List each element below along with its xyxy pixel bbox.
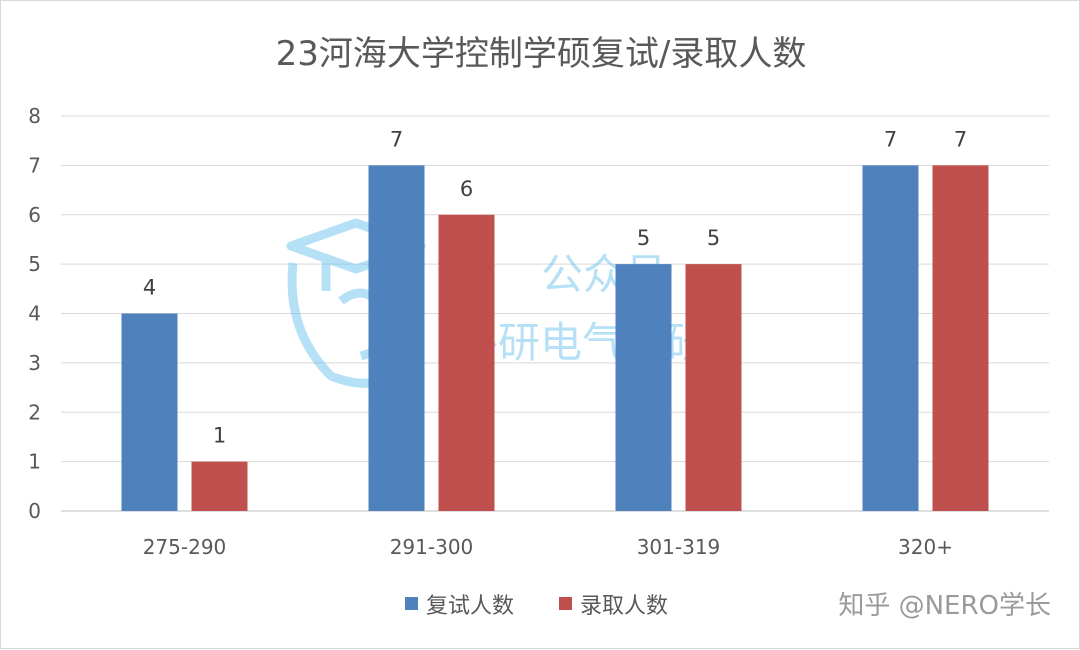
data-label: 1 bbox=[213, 424, 226, 448]
y-tick-label: 2 bbox=[28, 400, 41, 424]
x-axis-ticks: 275-290 291-300 301-319 320+ bbox=[143, 535, 953, 559]
data-label: 6 bbox=[460, 177, 473, 201]
x-tick-label: 301-319 bbox=[637, 535, 721, 559]
bar bbox=[862, 165, 919, 511]
y-tick-label: 6 bbox=[28, 203, 41, 227]
bar bbox=[438, 214, 495, 511]
data-label: 4 bbox=[143, 276, 156, 300]
y-tick-label: 4 bbox=[28, 302, 41, 326]
x-tick-label: 291-300 bbox=[390, 535, 474, 559]
x-tick-label: 275-290 bbox=[143, 535, 227, 559]
bar bbox=[191, 461, 248, 511]
legend-swatch bbox=[405, 597, 418, 610]
legend: 复试人数 录取人数 bbox=[405, 594, 668, 619]
data-label: 7 bbox=[954, 127, 967, 151]
data-label: 7 bbox=[884, 127, 897, 151]
data-label: 5 bbox=[707, 226, 720, 250]
data-label: 5 bbox=[637, 226, 650, 250]
bar bbox=[932, 165, 989, 511]
y-axis-ticks: 0 1 2 3 4 5 6 7 8 bbox=[28, 104, 41, 523]
y-tick-label: 0 bbox=[28, 499, 41, 523]
y-tick-label: 8 bbox=[28, 104, 41, 128]
bar bbox=[615, 264, 672, 511]
credit-text: 知乎 @NERO学长 bbox=[838, 591, 1051, 621]
bar bbox=[685, 264, 742, 511]
x-tick-label: 320+ bbox=[898, 535, 953, 559]
legend-swatch bbox=[559, 597, 572, 610]
y-tick-label: 7 bbox=[28, 153, 41, 177]
legend-label: 复试人数 bbox=[426, 594, 514, 619]
bar bbox=[368, 165, 425, 511]
bars bbox=[121, 165, 989, 511]
data-label: 7 bbox=[390, 127, 403, 151]
legend-label: 录取人数 bbox=[580, 594, 668, 619]
chart-title: 23河海大学控制学硕复试/录取人数 bbox=[276, 34, 807, 74]
bar bbox=[121, 313, 178, 511]
y-tick-label: 5 bbox=[28, 252, 41, 276]
data-labels: 4 1 7 6 5 5 7 7 bbox=[143, 127, 967, 447]
y-tick-label: 3 bbox=[28, 351, 41, 375]
y-tick-label: 1 bbox=[28, 450, 41, 474]
